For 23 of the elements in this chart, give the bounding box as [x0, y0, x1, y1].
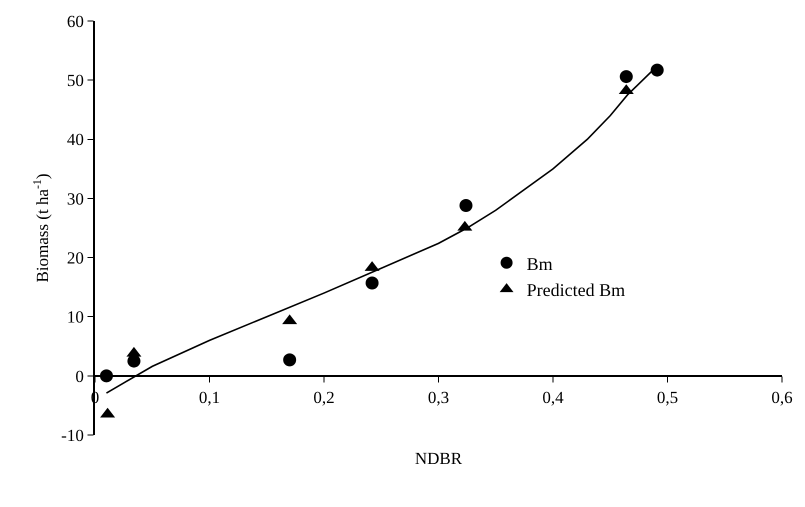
x-tick-label: 0,4 [542, 388, 564, 408]
x-axis-title: NDBR [414, 448, 463, 468]
y-tick-label: 30 [66, 189, 84, 208]
x-tick-label: 0,5 [656, 388, 678, 408]
x-tick-label: 0,1 [198, 388, 220, 408]
x-tick-label: 0,3 [428, 388, 450, 408]
legend-label: Bm [526, 254, 553, 274]
y-tick-label: -10 [61, 426, 84, 445]
x-tick-label: 0,6 [771, 388, 793, 408]
point [127, 354, 140, 368]
point [620, 70, 633, 84]
y-tick-label: 20 [66, 248, 84, 268]
y-tick-label: 50 [66, 71, 84, 90]
y-tick-label: 0 [75, 366, 84, 386]
point [650, 64, 664, 77]
y-tick-label: 40 [66, 130, 84, 150]
point [283, 353, 296, 366]
y-tick-label: 60 [66, 12, 84, 31]
point [459, 199, 472, 212]
x-tick-label: 0,2 [313, 388, 335, 408]
point [366, 276, 379, 290]
y-tick-label: 10 [66, 308, 84, 327]
legend-label: Predicted Bm [526, 280, 626, 300]
